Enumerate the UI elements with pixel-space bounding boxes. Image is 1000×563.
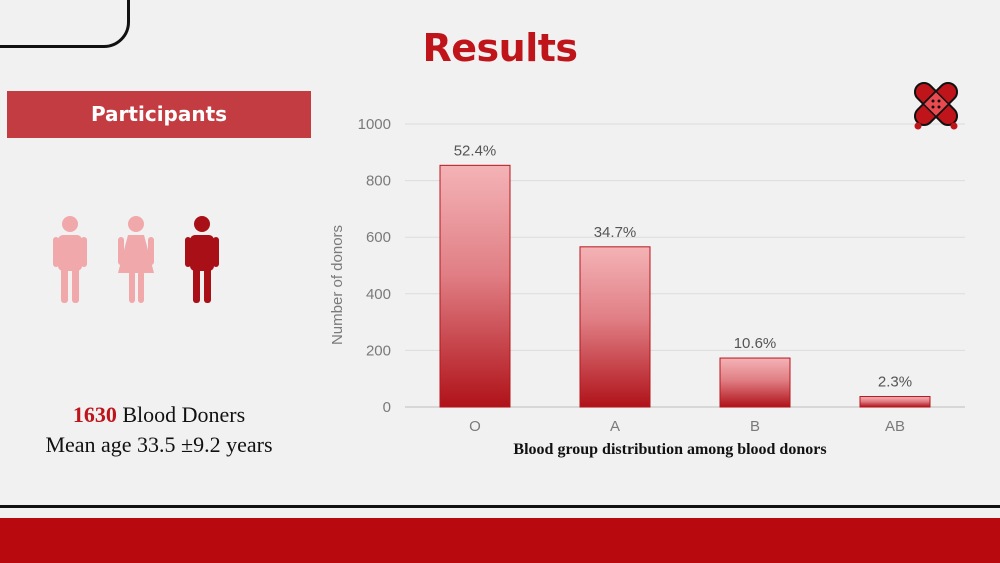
y-axis-label: Number of donors (329, 225, 346, 345)
y-tick-label: 0 (383, 399, 391, 416)
data-label-b: 10.6% (734, 335, 777, 352)
slide-title: Results (422, 26, 578, 70)
donor-count-line: 1630 Blood Doners (10, 400, 308, 430)
donor-count-label: Blood Doners (116, 402, 246, 427)
x-tick-label: O (469, 418, 481, 435)
bar-ab (859, 396, 931, 408)
bar-a (579, 246, 651, 408)
participants-illustration (53, 216, 219, 303)
mean-age: Mean age 33.5 ±9.2 years (45, 432, 273, 457)
y-tick-label: 600 (366, 229, 391, 246)
x-tick-label: B (750, 418, 760, 435)
bar-b (719, 357, 791, 408)
participants-label: Participants (7, 91, 311, 138)
male-person-icon (185, 216, 219, 303)
footer-bar (0, 518, 1000, 563)
bandage-icon (913, 81, 959, 130)
data-label-ab: 2.3% (878, 374, 912, 391)
y-tick-label: 1000 (358, 116, 391, 133)
y-tick-label: 400 (366, 286, 391, 303)
x-tick-label: A (610, 418, 620, 435)
blood-group-bar-chart: 0 200 400 600 800 1000 52.4% O 34.7% A 10.6% B 2.3% A… (329, 116, 965, 435)
corner-decoration (0, 0, 130, 48)
data-label-a: 34.7% (594, 224, 637, 241)
participants-stats: 1630 Blood Doners Mean age 33.5 ±9.2 yea… (10, 400, 308, 460)
male-person-icon (53, 216, 87, 303)
donor-count: 1630 (72, 402, 117, 427)
female-person-icon (118, 216, 154, 303)
data-label-o: 52.4% (454, 142, 497, 159)
footer-divider (0, 505, 1000, 508)
y-tick-label: 800 (366, 173, 391, 190)
chart-caption: Blood group distribution among blood don… (513, 441, 827, 458)
bar-o (439, 164, 511, 408)
y-tick-label: 200 (366, 342, 391, 359)
x-tick-label: AB (885, 418, 905, 435)
